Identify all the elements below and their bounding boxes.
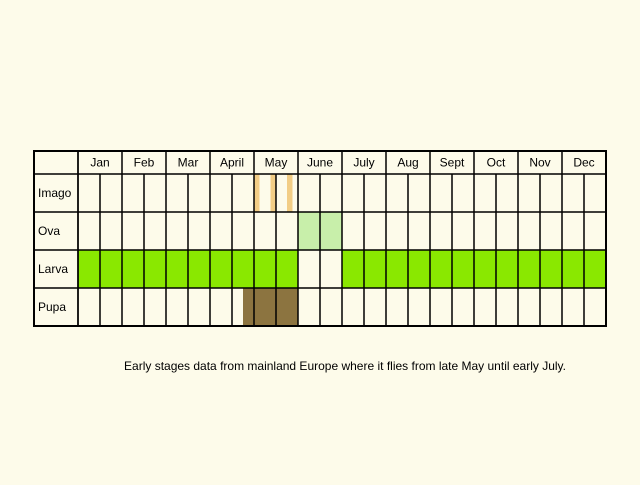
imago-span-2 bbox=[287, 174, 293, 212]
month-label-oct: Oct bbox=[487, 156, 506, 170]
month-label-may: May bbox=[265, 156, 288, 170]
month-label-july: July bbox=[353, 156, 374, 170]
month-label-sept: Sept bbox=[440, 156, 465, 170]
pupa-span-0 bbox=[243, 288, 298, 326]
imago-span-0 bbox=[254, 174, 260, 212]
month-label-nov: Nov bbox=[529, 156, 550, 170]
month-label-april: April bbox=[220, 156, 244, 170]
chart-caption: Early stages data from mainland Europe w… bbox=[124, 359, 566, 373]
month-label-dec: Dec bbox=[573, 156, 594, 170]
row-label-larva: Larva bbox=[38, 262, 68, 276]
row-label-imago: Imago bbox=[38, 186, 72, 200]
month-label-june: June bbox=[307, 156, 333, 170]
row-label-ova: Ova bbox=[38, 224, 60, 238]
month-label-feb: Feb bbox=[134, 156, 155, 170]
imago-span-1 bbox=[270, 174, 276, 212]
table-border bbox=[33, 150, 607, 327]
month-label-jan: Jan bbox=[90, 156, 109, 170]
row-label-pupa: Pupa bbox=[38, 300, 66, 314]
month-label-mar: Mar bbox=[178, 156, 199, 170]
month-label-aug: Aug bbox=[397, 156, 418, 170]
